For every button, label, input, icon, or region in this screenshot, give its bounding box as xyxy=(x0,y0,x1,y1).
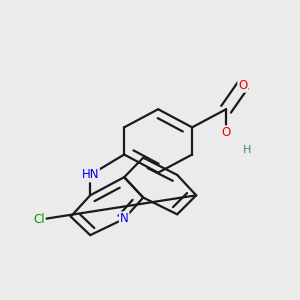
Text: N: N xyxy=(120,212,129,225)
Text: O: O xyxy=(238,79,248,92)
Text: Cl: Cl xyxy=(33,213,45,226)
Text: H: H xyxy=(243,145,252,155)
Text: O: O xyxy=(221,126,231,139)
Text: HN: HN xyxy=(82,168,99,182)
